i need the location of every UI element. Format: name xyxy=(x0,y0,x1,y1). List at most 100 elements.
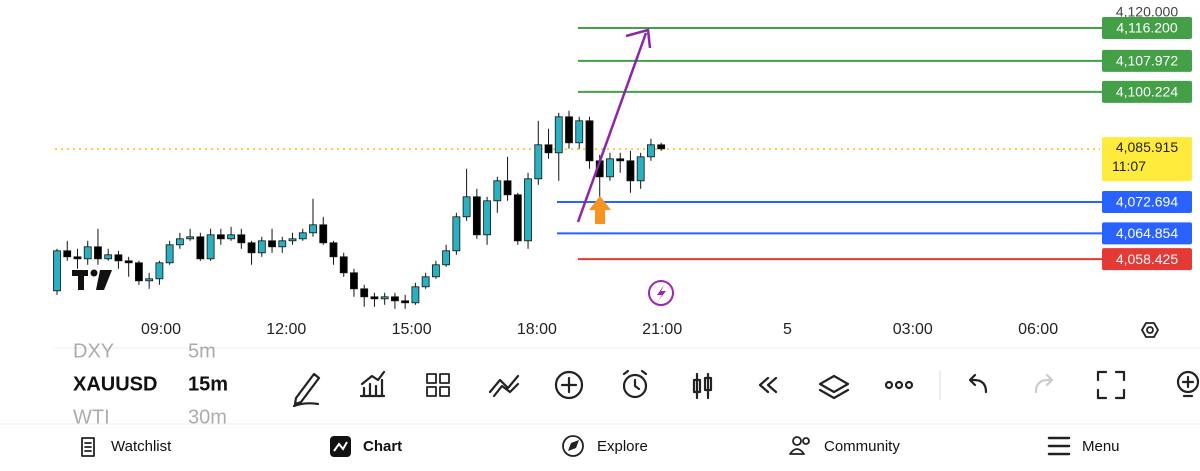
nav-item[interactable]: Watchlist xyxy=(111,438,172,455)
candle-body xyxy=(268,240,276,248)
candle-body xyxy=(329,242,338,258)
level-tag xyxy=(1102,17,1192,39)
candle-body xyxy=(206,234,215,260)
candle-body xyxy=(227,234,235,240)
tv-logo xyxy=(72,269,112,290)
time-label: 06:00 xyxy=(1018,321,1058,338)
candle-body xyxy=(606,158,614,178)
level-label: 4,116.200 xyxy=(1116,20,1177,36)
candle-body xyxy=(462,196,471,218)
current-price-tag xyxy=(1102,137,1192,182)
candle-body xyxy=(196,236,205,260)
candle-body xyxy=(135,262,143,282)
time-label: 5 xyxy=(783,321,792,338)
level-tag xyxy=(1102,80,1192,103)
time-label: 15:00 xyxy=(392,321,432,338)
countdown-label: 11:07 xyxy=(1112,158,1146,174)
settings-icon[interactable] xyxy=(1141,322,1159,338)
candle-body xyxy=(565,116,573,144)
candle-body xyxy=(165,244,174,264)
interval[interactable]: 5m xyxy=(188,340,216,362)
candle-body xyxy=(391,296,399,302)
time-label: 12:00 xyxy=(266,321,306,338)
time-label: 21:00 xyxy=(642,321,682,338)
current-price-label: 4,085.915 xyxy=(1116,139,1178,155)
level-label: 4,058.425 xyxy=(1116,251,1178,267)
candle-body xyxy=(370,296,379,300)
symbol[interactable]: XAUUSD xyxy=(73,373,157,395)
nav-icons[interactable] xyxy=(81,435,1071,457)
candle-body xyxy=(309,224,317,234)
candle-body xyxy=(411,286,420,304)
candle-body xyxy=(452,216,461,252)
nav-item[interactable]: Menu xyxy=(1082,438,1120,455)
event-icon[interactable] xyxy=(648,280,674,306)
candle-body xyxy=(360,288,369,298)
candle-body xyxy=(94,246,102,260)
candle-body xyxy=(585,120,594,162)
candle-body xyxy=(114,254,123,262)
candle-body xyxy=(175,238,184,246)
candle-body xyxy=(155,262,164,280)
candle-body xyxy=(626,160,635,182)
candle-body xyxy=(53,250,61,292)
candle-body xyxy=(257,240,266,254)
level-label: 4,107.972 xyxy=(1116,53,1178,69)
trend-arrow-head xyxy=(625,28,652,49)
candle-body xyxy=(298,232,307,240)
nav-item[interactable]: Chart xyxy=(363,438,402,455)
interval[interactable]: 15m xyxy=(188,373,228,395)
candle-body xyxy=(544,144,553,154)
candle-body xyxy=(503,180,512,196)
toolbar-icons[interactable] xyxy=(292,369,1200,408)
nav-item[interactable]: Community xyxy=(824,438,900,455)
candle-body xyxy=(350,272,358,290)
candle-body xyxy=(401,300,410,304)
candle-body xyxy=(339,256,348,274)
candle-body xyxy=(319,224,328,244)
nav-item[interactable]: Explore xyxy=(597,438,648,455)
level-label: 4,100.224 xyxy=(1116,84,1178,100)
candle-body xyxy=(421,276,430,288)
candle-body xyxy=(145,278,154,282)
candle-body xyxy=(104,254,113,260)
price-label: 4,120.000 xyxy=(1116,4,1178,20)
candle-body xyxy=(442,250,451,266)
trend-arrow xyxy=(576,32,648,223)
candle-body xyxy=(524,178,532,242)
candle-body xyxy=(124,260,133,264)
candle-body xyxy=(647,144,655,158)
candle-body xyxy=(657,144,666,150)
candle-body xyxy=(216,234,225,240)
candle-body xyxy=(73,256,82,260)
candle-body xyxy=(472,196,481,236)
candle-body xyxy=(186,236,195,240)
candle-body xyxy=(431,264,440,278)
candle-body xyxy=(534,144,543,180)
interval[interactable]: 30m xyxy=(188,406,227,428)
candle-body xyxy=(83,246,92,260)
candle-body xyxy=(237,234,246,244)
symbol[interactable]: WTI xyxy=(73,406,110,428)
buy-arrow xyxy=(589,196,611,224)
level-label: 4,064.854 xyxy=(1116,225,1178,241)
symbol[interactable]: DXY xyxy=(73,340,114,362)
candle-body xyxy=(278,240,287,248)
level-tag xyxy=(1102,248,1192,271)
candle-body xyxy=(63,250,72,258)
candle-body xyxy=(380,296,389,300)
candle-body xyxy=(636,156,645,182)
candle-body xyxy=(247,242,256,254)
level-tag xyxy=(1102,49,1192,72)
level-tag xyxy=(1102,191,1192,214)
level-label: 4,072.694 xyxy=(1116,194,1178,210)
candle-body xyxy=(616,158,625,162)
candle-body xyxy=(554,116,563,154)
candle-body xyxy=(288,238,297,242)
time-label: 18:00 xyxy=(517,321,557,338)
candle-body xyxy=(493,180,502,202)
candle-body xyxy=(513,194,522,242)
candle-body xyxy=(575,120,584,144)
